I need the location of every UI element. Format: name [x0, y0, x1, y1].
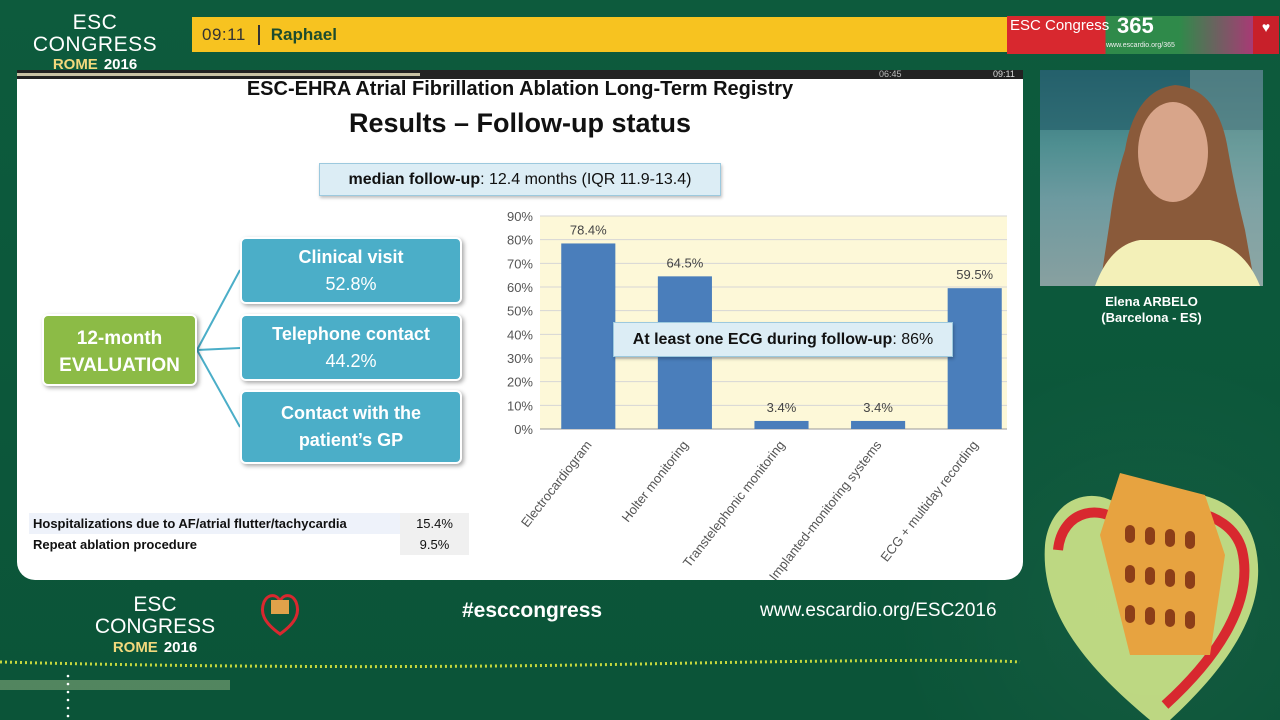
item-value: 44.2% — [325, 351, 377, 371]
bar — [754, 420, 809, 429]
bar — [851, 420, 906, 429]
speaker-video-feed[interactable] — [1040, 70, 1263, 286]
telephone-contact-box: Telephone contact 44.2% — [240, 314, 462, 381]
y-tick-label: 50% — [507, 304, 533, 319]
footer-esc-logo: ESC CONGRESS ROME 2016 — [72, 594, 238, 658]
median-value: : 12.4 months (IQR 11.9-13.4) — [480, 171, 692, 188]
footer-logo-year: 2016 — [163, 639, 198, 656]
ecg-note-label: At least one ECG during follow-up — [632, 331, 893, 348]
top-bar: ESC CONGRESS ROME 2016 09:11 Raphael ESC … — [0, 0, 1280, 73]
footer-logo-city: ROME — [112, 639, 158, 656]
ecg-note-value: : 86% — [892, 331, 934, 348]
video-progress-bar[interactable]: 06:45 09:11 — [17, 70, 1023, 79]
clinical-visit-box: Clinical visit 52.8% — [240, 237, 462, 304]
y-tick-label: 0% — [514, 422, 533, 437]
category-label: Implanted-monitoring systems — [766, 437, 885, 580]
y-tick-label: 10% — [507, 398, 533, 413]
y-tick-label: 80% — [507, 233, 533, 248]
evaluation-line2: EVALUATION — [59, 355, 180, 376]
y-tick-label: 90% — [507, 209, 533, 224]
gp-contact-box: Contact with the patient’s GP — [240, 390, 462, 464]
brand-number: 365 — [1117, 16, 1154, 38]
y-tick-label: 40% — [507, 327, 533, 342]
speaker-caption: Elena ARBELO (Barcelona - ES) — [1040, 294, 1263, 326]
data-label: 59.5% — [956, 267, 993, 282]
bar — [947, 288, 1002, 429]
speaker-name: Elena ARBELO — [1105, 294, 1198, 309]
presentation-slide: 06:45 09:11 ESC-EHRA Atrial Fibrillation… — [17, 70, 1023, 580]
item-label: Clinical visit — [298, 247, 404, 267]
evaluation-line1: 12-month — [76, 328, 163, 349]
slide-subtitle: Results – Follow-up status — [348, 108, 692, 138]
logo-subtitle: ROME 2016 — [14, 56, 176, 74]
footer-logo-subtitle: ROME 2016 — [72, 638, 238, 658]
data-label: 3.4% — [863, 400, 893, 415]
total-time: 09:11 — [993, 70, 1015, 79]
session-clock: 09:11 — [202, 24, 246, 44]
brand-url: www.escardio.org/365 — [1106, 42, 1175, 49]
elapsed-time: 06:45 — [879, 70, 902, 79]
session-info-bar: 09:11 Raphael — [192, 17, 1007, 52]
y-tick-label: 60% — [507, 280, 533, 295]
row-value: 9.5% — [400, 534, 469, 555]
y-tick-label: 30% — [507, 351, 533, 366]
speaker-silhouette — [1040, 70, 1263, 286]
bottom-decoration — [0, 658, 1021, 718]
table-row: Repeat ablation procedure 9.5% — [29, 534, 469, 555]
slide-title: ESC-EHRA Atrial Fibrillation Ablation Lo… — [246, 78, 794, 100]
table-row: Hospitalizations due to AF/atrial flutte… — [29, 513, 469, 534]
summary-table: Hospitalizations due to AF/atrial flutte… — [29, 513, 469, 555]
data-label: 64.5% — [666, 255, 703, 270]
median-label: median follow-up — [348, 171, 481, 188]
logo-year: 2016 — [103, 56, 138, 73]
heart-badge-icon: ♥ — [1253, 16, 1279, 54]
colosseum-heart-decoration — [1044, 473, 1259, 720]
heart-colosseum-icon — [260, 594, 300, 636]
row-value: 15.4% — [400, 513, 469, 534]
esc-congress-365-brand[interactable]: ESC Congress 365 www.escardio.org/365 — [1007, 16, 1253, 54]
item-value-2: patient’s GP — [298, 430, 404, 450]
median-follow-up-box: median follow-up: 12.4 months (IQR 11.9-… — [319, 163, 721, 196]
data-label: 78.4% — [570, 222, 607, 237]
category-label: Transtelephonic monitoring — [680, 438, 788, 570]
speaker-affiliation: (Barcelona - ES) — [1101, 310, 1202, 325]
esc-congress-logo: ESC CONGRESS ROME 2016 — [14, 12, 176, 74]
row-label: Hospitalizations due to AF/atrial flutte… — [29, 513, 400, 534]
hashtag: #esccongress — [462, 599, 603, 622]
logo-city: ROME — [52, 56, 98, 73]
session-speaker: Raphael — [270, 24, 337, 44]
category-label: Holter monitoring — [618, 438, 691, 525]
item-value: 52.8% — [325, 274, 377, 294]
row-label: Repeat ablation procedure — [33, 537, 197, 552]
evaluation-box: 12-month EVALUATION — [42, 314, 197, 386]
footer-logo-title: ESC CONGRESS — [94, 593, 216, 638]
follow-up-bar-chart: 0% 10% 20% 30% 40% 50% 60% 70% 80% 90% 78.4% Electr… — [507, 209, 1007, 580]
divider — [257, 24, 260, 45]
category-label: Electrocardiogram — [518, 438, 595, 530]
y-tick-label: 20% — [507, 375, 533, 390]
progress-fill — [17, 73, 421, 76]
item-label: Contact with the — [281, 403, 421, 423]
ecg-summary-box: At least one ECG during follow-up: 86% — [613, 322, 953, 357]
category-label: ECG + multiday recording — [877, 438, 981, 565]
y-tick-label: 70% — [507, 256, 533, 271]
item-label: Telephone contact — [272, 324, 430, 344]
footer-url[interactable]: www.escardio.org/ESC2016 — [760, 600, 997, 621]
data-label: 3.4% — [767, 400, 797, 415]
brand-text: ESC Congress — [1010, 17, 1110, 34]
bar — [561, 243, 616, 429]
logo-title: ESC CONGRESS — [32, 11, 158, 56]
